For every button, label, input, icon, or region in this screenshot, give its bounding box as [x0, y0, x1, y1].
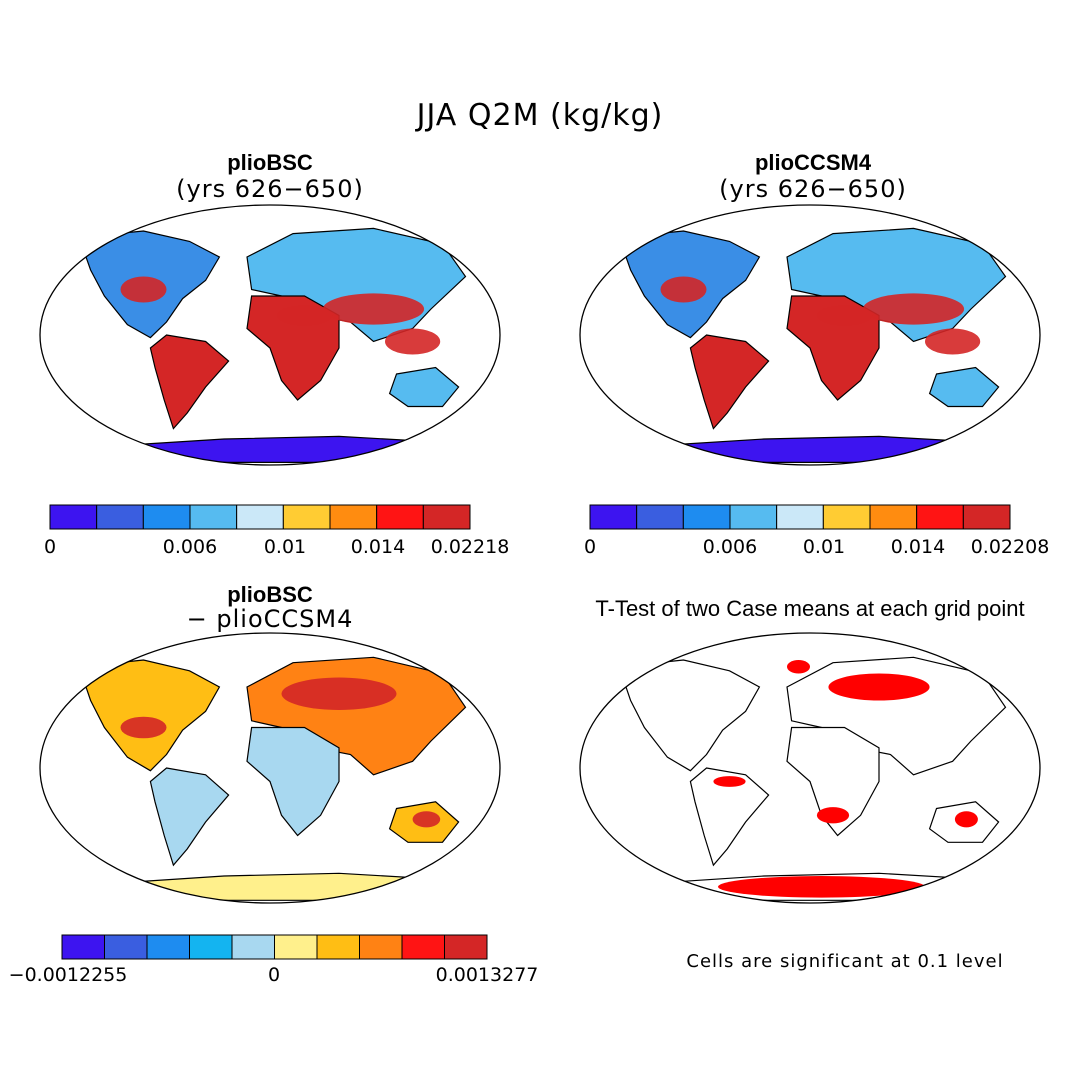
- continent-australia-1: [388, 366, 460, 408]
- figure-title: JJA Q2M (kg/kg): [416, 98, 664, 133]
- diff-region-2: [412, 811, 441, 828]
- colorbar-3-swatch-0: [61, 934, 105, 960]
- colorbar-3-swatch-4: [231, 934, 275, 960]
- colorbar-1-swatch-1: [96, 504, 144, 530]
- warm-region-2-3: [925, 328, 981, 355]
- continent-southAmerica-3: [149, 767, 230, 867]
- cb2-tick-0: 0: [583, 536, 597, 558]
- cb1-tick-1: 0.006: [162, 536, 218, 558]
- continent-africa-3: [246, 726, 340, 837]
- colorbar-3-swatch-8: [401, 934, 445, 960]
- panel-2-title: plioCCSM4: [754, 150, 872, 175]
- colorbar-3-swatch-5: [274, 934, 318, 960]
- colorbar-3-swatch-2: [146, 934, 190, 960]
- significant-region-4: [713, 776, 746, 787]
- continent-southAmerica-4: [689, 767, 770, 867]
- warm-region-1-2: [276, 305, 333, 326]
- colorbar-1-swatch-7: [376, 504, 424, 530]
- colorbar-2-swatch-8: [962, 504, 1011, 530]
- panel-4-title: T-Test of two Case means at each grid po…: [595, 596, 1025, 621]
- colorbar-1: [49, 504, 471, 530]
- cb2-tick-2: 0.01: [802, 536, 846, 558]
- continent-southAmerica-1: [149, 334, 230, 430]
- cb3-tick-0: −0.0012255: [8, 964, 128, 986]
- cb1-tick-2: 0.01: [263, 536, 307, 558]
- colorbar-2-swatch-3: [729, 504, 778, 530]
- warm-region-1-3: [385, 328, 441, 355]
- panel-3-title: plioBSC: [227, 582, 313, 607]
- panel-2-subtitle: (yrs 626−650): [719, 175, 907, 203]
- cb3-tick-2: 0.0013277: [435, 964, 539, 986]
- cb2-tick-4: 0.02208: [970, 536, 1050, 558]
- significant-region-5: [718, 876, 925, 898]
- warm-region-1-0: [322, 293, 425, 325]
- colorbar-2-swatch-5: [822, 504, 871, 530]
- cb3-tick-1: 0: [267, 964, 281, 986]
- colorbar-2-swatch-0: [589, 504, 638, 530]
- cb2-tick-1: 0.006: [702, 536, 758, 558]
- map-border-2: [579, 204, 1041, 466]
- colorbar-3-swatch-7: [359, 934, 403, 960]
- diff-region-0: [281, 677, 397, 710]
- colorbar-2-swatch-1: [636, 504, 684, 530]
- colorbar-1-swatch-5: [282, 504, 331, 530]
- colorbar-2-swatch-6: [869, 504, 918, 530]
- colorbar-3: [61, 934, 488, 960]
- colorbar-3-swatch-6: [316, 934, 360, 960]
- colorbar-1-swatch-0: [49, 504, 98, 530]
- significant-region-0: [828, 673, 930, 701]
- cb2-tick-3: 0.014: [890, 536, 946, 558]
- significant-region-3: [816, 807, 850, 824]
- significance-note: Cells are significant at 0.1 level: [686, 951, 1004, 972]
- warm-region-2-1: [660, 276, 707, 303]
- colorbar-1-swatch-2: [142, 504, 191, 530]
- continent-northAmerica-4: [618, 659, 761, 772]
- colorbar-3-swatch-1: [104, 934, 148, 960]
- panel-3-subtitle: − plioCCSM4: [186, 605, 354, 633]
- colorbar-1-swatch-3: [189, 504, 238, 530]
- map-border-4: [579, 632, 1041, 904]
- continent-australia-2: [928, 366, 1000, 408]
- warm-region-2-2: [816, 305, 873, 326]
- continent-northAmerica-3: [78, 659, 221, 772]
- warm-region-2-0: [862, 293, 965, 325]
- map-border-3: [39, 632, 501, 904]
- continent-southAmerica-2: [689, 334, 770, 430]
- colorbar-3-swatch-9: [444, 934, 488, 960]
- colorbar-2-swatch-7: [916, 504, 964, 530]
- colorbar-1-swatch-6: [329, 504, 378, 530]
- colorbar-2-swatch-4: [776, 504, 824, 530]
- map-border-1: [39, 204, 501, 466]
- colorbar-2-swatch-2: [682, 504, 731, 530]
- panel-1-title: plioBSC: [227, 150, 313, 175]
- significant-region-2: [954, 811, 978, 828]
- cb1-tick-4: 0.02218: [430, 536, 510, 558]
- continent-africa-4: [786, 726, 880, 837]
- panel-1-subtitle: (yrs 626−650): [176, 175, 364, 203]
- warm-region-1-1: [120, 276, 167, 303]
- colorbar-1-swatch-8: [422, 504, 471, 530]
- colorbar-3-swatch-3: [189, 934, 233, 960]
- cb1-tick-0: 0: [43, 536, 57, 558]
- colorbar-2: [589, 504, 1011, 530]
- diff-region-1: [120, 716, 167, 739]
- significant-region-1: [787, 660, 810, 674]
- colorbar-1-swatch-4: [236, 504, 284, 530]
- cb1-tick-3: 0.014: [350, 536, 406, 558]
